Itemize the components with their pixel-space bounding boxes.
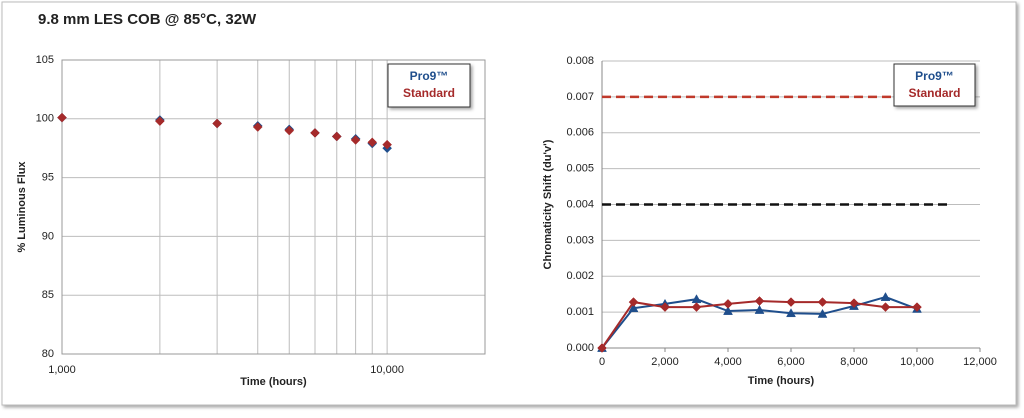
marker (331, 131, 342, 142)
y-axis-label: % Luminous Flux (16, 161, 28, 253)
marker (367, 137, 378, 148)
marker (786, 308, 796, 318)
legend-box (387, 63, 471, 108)
marker (57, 112, 67, 123)
y-axis-label: Chromaticity Shift (du'v') (542, 139, 554, 269)
y-tick-label: 100 (36, 113, 54, 125)
y-tick-label: 85 (42, 289, 54, 301)
marker (817, 297, 828, 307)
x-axis-label: Time (hours) (240, 376, 307, 388)
marker (754, 304, 765, 314)
y-tick-label: 0.002 (566, 270, 594, 282)
marker (817, 308, 828, 318)
marker (155, 116, 165, 127)
x-tick-label: 4,000 (714, 356, 742, 368)
y-tick-label: 0.008 (566, 55, 594, 67)
marker (628, 303, 639, 313)
marker (691, 302, 702, 312)
marker (597, 343, 607, 353)
legend-label: Standard (908, 86, 960, 100)
y-tick-label: 0.004 (566, 198, 594, 210)
marker (310, 128, 320, 138)
marker (786, 297, 796, 307)
marker (912, 302, 922, 312)
marker (880, 292, 891, 301)
plot-border (61, 59, 486, 355)
y-tick-label: 80 (42, 348, 54, 360)
y-tick-label: 0.000 (566, 342, 594, 354)
y-tick-label: 0.001 (566, 306, 594, 318)
y-tick-label: 95 (42, 172, 54, 184)
marker (350, 135, 361, 145)
y-tick-label: 0.005 (566, 163, 594, 175)
marker (252, 122, 263, 132)
marker (880, 302, 891, 312)
legend-label: Standard (403, 86, 455, 100)
x-tick-label: 10,000 (900, 356, 934, 368)
y-tick-label: 0.006 (566, 127, 594, 139)
x-tick-label: 8,000 (840, 356, 868, 368)
x-tick-label: 6,000 (777, 356, 805, 368)
marker (660, 302, 670, 312)
x-axis-label: Time (hours) (748, 375, 815, 387)
marker (382, 139, 392, 150)
marker (723, 299, 733, 309)
x-tick-label: 2,000 (651, 356, 679, 368)
marker (849, 298, 859, 309)
legend-label: Pro9™ (915, 69, 954, 83)
marker (284, 125, 295, 136)
frame (1, 1, 1017, 406)
x-tick-label: 0 (599, 356, 605, 368)
marker (628, 297, 639, 307)
x-tick-label: 1,000 (48, 364, 76, 376)
y-tick-label: 0.007 (566, 91, 594, 103)
marker (754, 296, 765, 306)
legend-box (893, 63, 976, 107)
marker (723, 306, 733, 315)
y-tick-label: 90 (42, 230, 54, 242)
figure-title: 9.8 mm LES COB @ 85°C, 32W (38, 11, 257, 28)
legend-label: Pro9™ (410, 69, 449, 83)
y-tick-label: 105 (36, 54, 54, 66)
x-tick-label: 12,000 (963, 356, 997, 368)
y-tick-label: 0.003 (566, 234, 594, 246)
x-tick-label: 10,000 (370, 364, 404, 376)
marker (212, 118, 222, 129)
